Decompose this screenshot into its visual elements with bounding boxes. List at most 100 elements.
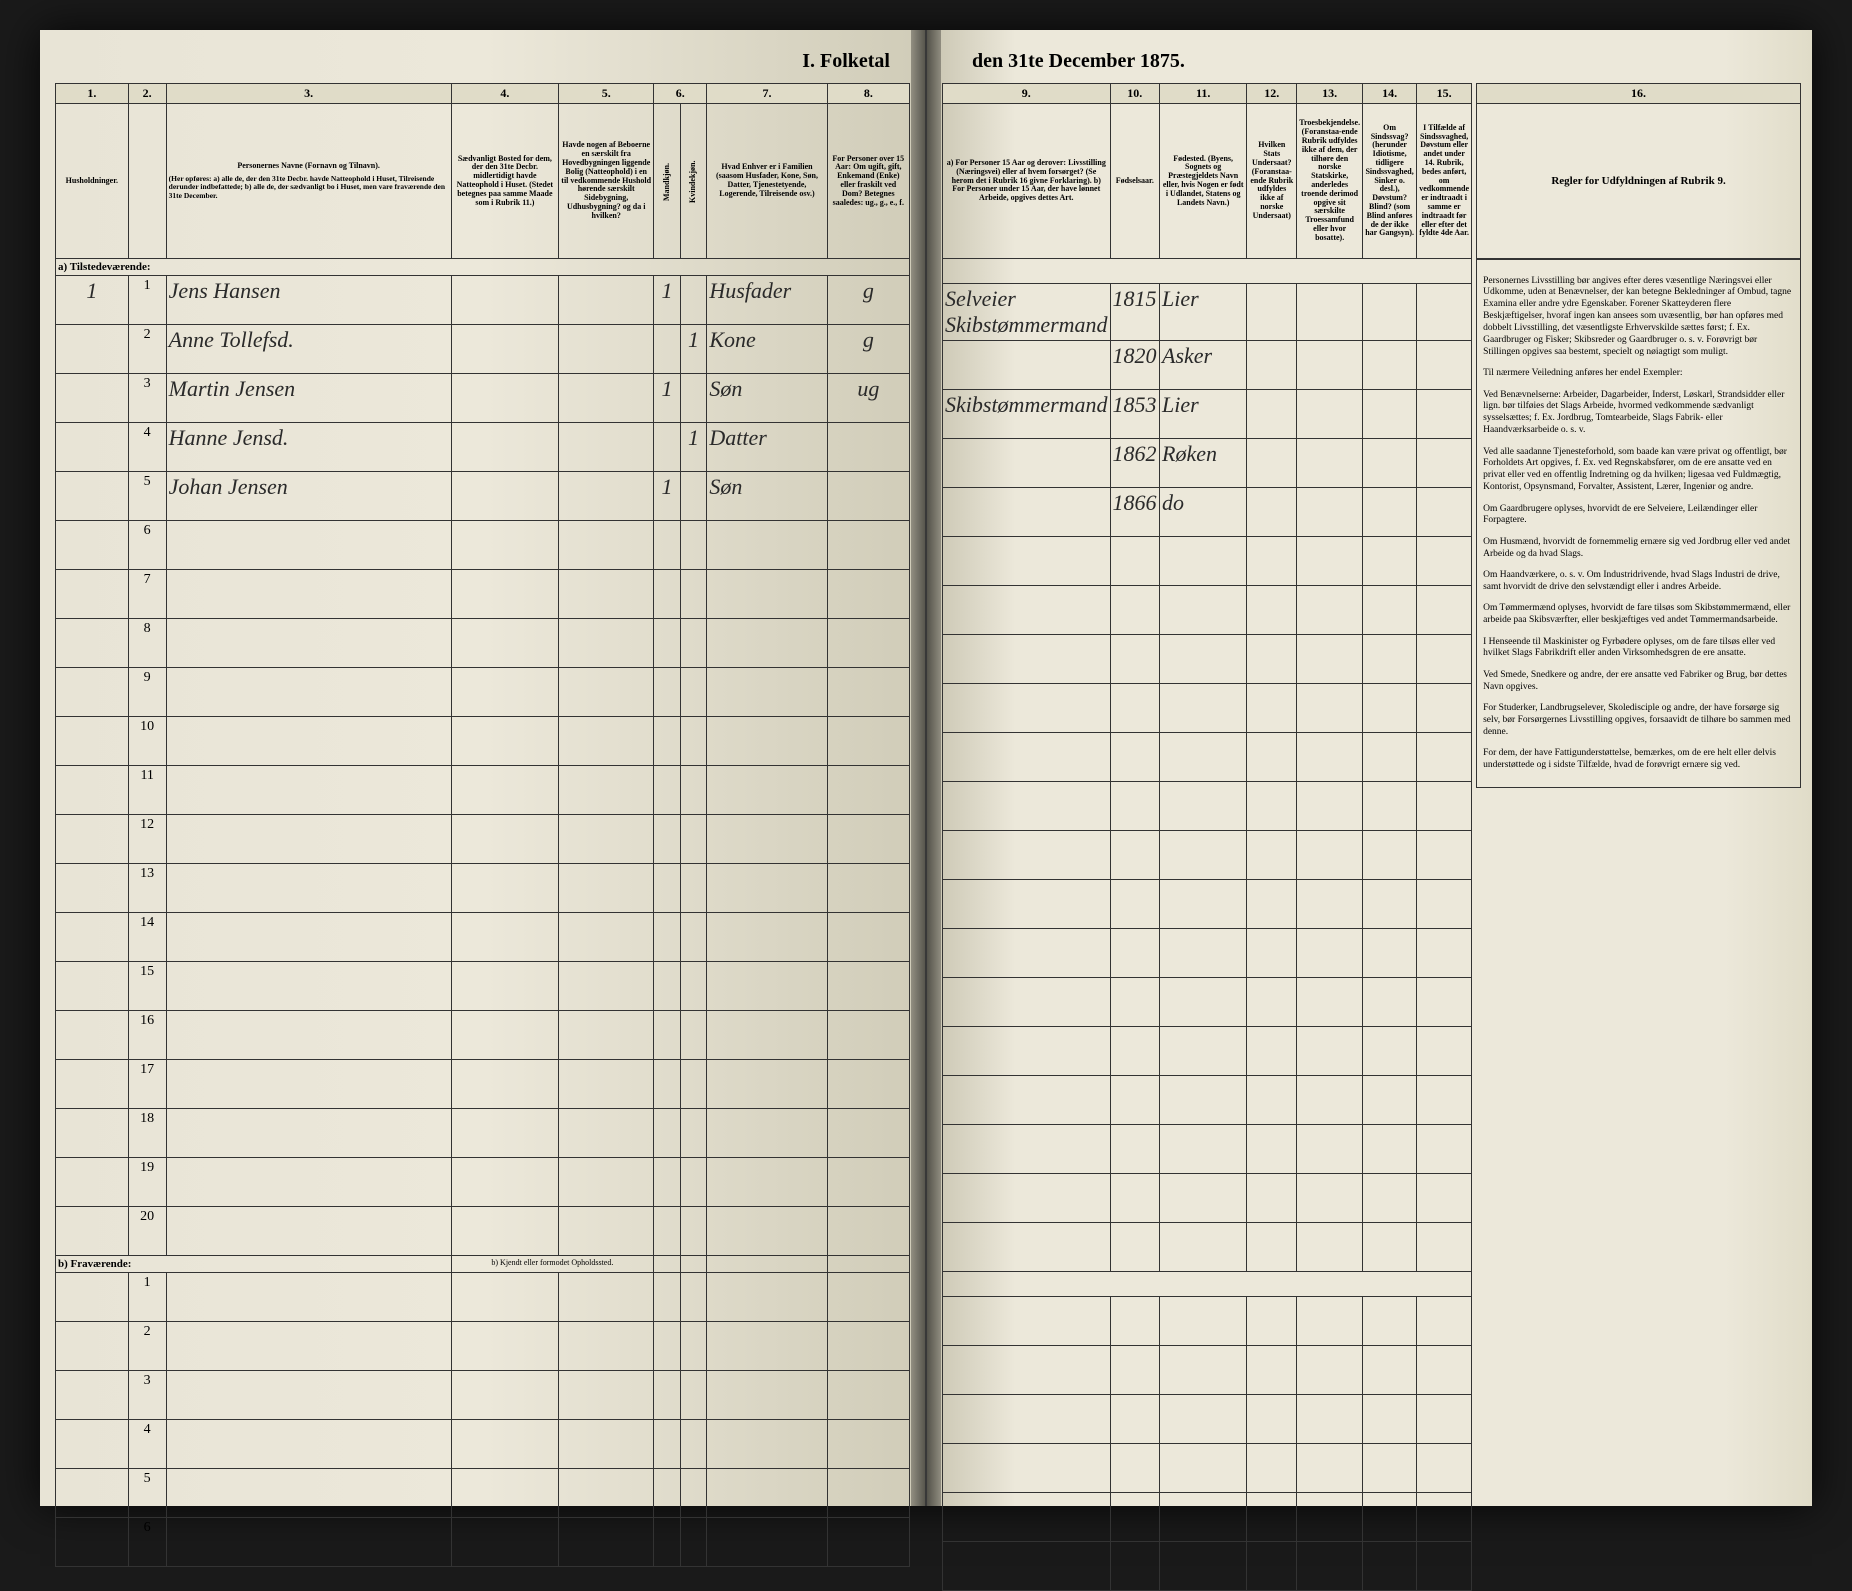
colnum-1: 1. (56, 84, 129, 104)
colhead-12: Hvilken Stats Undersaat? (Foranstaa-ende… (1247, 104, 1297, 259)
colhead-4: Sædvanligt Bosted for dem, der den 31te … (451, 104, 559, 259)
table-row: 16 (56, 1011, 910, 1060)
page-title-left: I. Folketal (55, 50, 910, 73)
instruction-paragraph: I Henseende til Maskinister og Fyrbødere… (1483, 637, 1794, 661)
left-page: I. Folketal 1. 2. 3. 4. 5. 6. 7. 8. Hush… (40, 30, 927, 1506)
instruction-paragraph: For Studerker, Landbrugselever, Skoledis… (1483, 703, 1794, 739)
table-row (943, 1493, 1472, 1542)
table-row: 3 (56, 1371, 910, 1420)
colhead-9: a) For Personer 15 Aar og derover: Livss… (943, 104, 1111, 259)
colhead-6a: Mandkjøn. (654, 104, 681, 259)
table-row: 12 (56, 815, 910, 864)
colhead-7: Hvad Enhver er i Familien (saasom Husfad… (707, 104, 827, 259)
instruction-paragraph: Ved Benævnelserne: Arbeider, Dagarbeider… (1483, 390, 1794, 438)
table-row (943, 733, 1472, 782)
table-row (943, 1125, 1472, 1174)
colhead-2 (128, 104, 166, 259)
table-row: 14 (56, 913, 910, 962)
colnum-12: 12. (1247, 84, 1297, 104)
instruction-paragraph: Personernes Livsstilling bør angives eft… (1483, 276, 1794, 359)
right-page: den 31te December 1875. 9. 10. 11. 12. 1… (927, 30, 1812, 1506)
instruction-paragraph: Om Gaardbrugere oplyses, hvorvidt de ere… (1483, 504, 1794, 528)
table-row: 15 (56, 962, 910, 1011)
table-row (943, 1027, 1472, 1076)
colnum-2: 2. (128, 84, 166, 104)
table-row (943, 1346, 1472, 1395)
colhead-6b: Kvindekjøn. (680, 104, 707, 259)
colhead-10: Fødselsaar. (1110, 104, 1159, 259)
table-row: 3Martin Jensen1Sønug (56, 374, 910, 423)
colhead-3: Personernes Navne (Fornavn og Tilnavn). … (166, 104, 451, 259)
colnum-8: 8. (827, 84, 909, 104)
table-row (943, 1297, 1472, 1346)
census-table-right: 9. 10. 11. 12. 13. 14. 15. a) For Person… (942, 83, 1472, 1591)
table-row: 1866do (943, 488, 1472, 537)
page-title-right: den 31te December 1875. (942, 50, 1797, 73)
instruction-paragraph: Om Haandværkere, o. s. v. Om Industridri… (1483, 570, 1794, 594)
section-a-label: a) Tilstedeværende: (56, 259, 910, 276)
table-row: 17 (56, 1060, 910, 1109)
census-book: I. Folketal 1. 2. 3. 4. 5. 6. 7. 8. Hush… (40, 30, 1812, 1506)
colhead-3-title: Personernes Navne (Fornavn og Tilnavn). (169, 162, 449, 171)
colhead-3-sub: (Her opføres: a) alle de, der den 31te D… (169, 175, 449, 200)
table-row: 9 (56, 668, 910, 717)
table-row: 7 (56, 570, 910, 619)
table-row (943, 929, 1472, 978)
colhead-16: Regler for Udfyldningen af Rubrik 9. (1477, 104, 1801, 259)
table-row: 11 (56, 766, 910, 815)
table-row: Selveier Skibstømmermand1815Lier (943, 284, 1472, 341)
colnum-10: 10. (1110, 84, 1159, 104)
table-row: 6 (56, 1518, 910, 1567)
instruction-paragraph: Om Tømmermænd oplyses, hvorvidt de fare … (1483, 603, 1794, 627)
table-row (943, 978, 1472, 1027)
instruction-paragraph: Ved alle saadanne Tjenesteforhold, som b… (1483, 447, 1794, 495)
table-row (943, 1076, 1472, 1125)
census-table-left: 1. 2. 3. 4. 5. 6. 7. 8. Husholdninger. P… (55, 83, 910, 1567)
section-b-label: b) Fraværende: (56, 1256, 452, 1273)
colhead-8: For Personer over 15 Aar: Om ugift, gift… (827, 104, 909, 259)
instruction-paragraph: Til nærmere Veiledning anføres her endel… (1483, 368, 1794, 380)
colnum-4: 4. (451, 84, 559, 104)
table-row (943, 1542, 1472, 1591)
table-row: 10 (56, 717, 910, 766)
table-row: 20 (56, 1207, 910, 1256)
colhead-1: Husholdninger. (56, 104, 129, 259)
colnum-5: 5. (559, 84, 654, 104)
table-row: 5 (56, 1469, 910, 1518)
table-row (943, 1444, 1472, 1493)
colnum-7: 7. (707, 84, 827, 104)
table-row (943, 635, 1472, 684)
colnum-16: 16. (1477, 84, 1801, 104)
colhead-14: Om Sindssvag? (herunder Idiotisme, tidli… (1363, 104, 1417, 259)
table-row (943, 1395, 1472, 1444)
colnum-9: 9. (943, 84, 1111, 104)
colnum-3: 3. (166, 84, 451, 104)
table-row: 1862Røken (943, 439, 1472, 488)
colnum-11: 11. (1160, 84, 1247, 104)
table-row: 13 (56, 864, 910, 913)
table-row: 1820Asker (943, 341, 1472, 390)
table-row: 4 (56, 1420, 910, 1469)
table-row: 18 (56, 1109, 910, 1158)
table-row: Skibstømmermand1853Lier (943, 390, 1472, 439)
section-b-note: b) Kjendt eller formodet Opholdssted. (451, 1256, 654, 1273)
instruction-paragraph: For dem, der have Fattigunderstøttelse, … (1483, 748, 1794, 772)
table-row (943, 880, 1472, 929)
table-row: 11Jens Hansen1Husfaderg (56, 276, 910, 325)
instruction-paragraph: Om Husmænd, hvorvidt de fornemmelig ernæ… (1483, 537, 1794, 561)
colnum-14: 14. (1363, 84, 1417, 104)
colnum-15: 15. (1417, 84, 1472, 104)
colhead-5: Havde nogen af Beboerne en særskilt fra … (559, 104, 654, 259)
colhead-15: I Tilfælde af Sindssvaghed, Døvstum elle… (1417, 104, 1472, 259)
table-row: 2Anne Tollefsd.1Koneg (56, 325, 910, 374)
table-row (943, 831, 1472, 880)
table-row (943, 537, 1472, 586)
table-row: 6 (56, 521, 910, 570)
table-row (943, 586, 1472, 635)
table-row: 4Hanne Jensd.1Datter (56, 423, 910, 472)
table-row (943, 684, 1472, 733)
colnum-6: 6. (654, 84, 707, 104)
instruction-paragraph: Ved Smede, Snedkere og andre, der ere an… (1483, 670, 1794, 694)
table-row: 5Johan Jensen1Søn (56, 472, 910, 521)
table-row (943, 1223, 1472, 1272)
